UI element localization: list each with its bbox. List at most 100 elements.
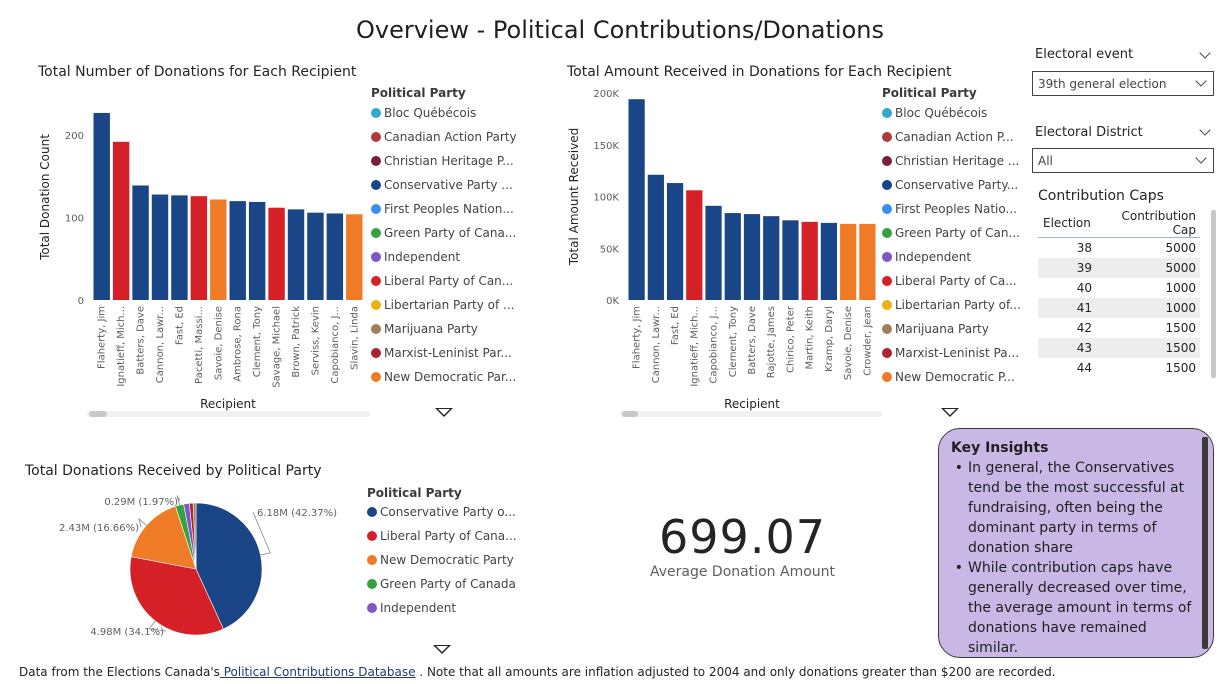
- bar[interactable]: [820, 222, 838, 300]
- database-link[interactable]: Political Contributions Database: [219, 665, 416, 679]
- legend-label: Independent: [384, 250, 461, 264]
- caps-table-scrollbar[interactable]: [1211, 210, 1216, 378]
- count-chart-scrollbar[interactable]: [87, 411, 370, 417]
- pie-slice[interactable]: [195, 502, 263, 630]
- legend-label: Independent: [895, 250, 972, 264]
- pie-legend-more-icon[interactable]: [433, 645, 451, 654]
- legend-item[interactable]: Green Party of Cana...: [371, 221, 521, 245]
- bar[interactable]: [782, 220, 799, 300]
- y-tick-label: 150K: [593, 141, 619, 152]
- bar[interactable]: [743, 214, 761, 300]
- legend-label: Canadian Action Party: [384, 130, 517, 144]
- key-insights-card: Key Insights • In general, the Conservat…: [938, 428, 1214, 658]
- legend-item[interactable]: Canadian Action P...: [882, 125, 1022, 149]
- bar[interactable]: [112, 141, 130, 300]
- electoral-event-dropdown[interactable]: 39th general election: [1032, 71, 1214, 96]
- kpi-label: Average Donation Amount: [649, 564, 836, 580]
- legend-item[interactable]: Canadian Action Party: [371, 125, 521, 149]
- chevron-down-icon: [1195, 75, 1207, 87]
- x-axis-title: Recipient: [200, 397, 256, 411]
- legend-item[interactable]: First Peoples Natio...: [882, 197, 1022, 221]
- legend-item[interactable]: Conservative Party ...: [371, 173, 521, 197]
- amount-legend-more-icon[interactable]: [941, 408, 959, 417]
- amount-chart-scrollbar[interactable]: [620, 411, 882, 417]
- caps-header-cap: Contribution Cap: [1098, 209, 1200, 238]
- bar[interactable]: [229, 201, 246, 300]
- table-row: 43 1500: [1038, 337, 1200, 358]
- y-tick-label: 100: [65, 214, 84, 225]
- bar[interactable]: [346, 214, 363, 300]
- election-cell: 43: [1038, 337, 1098, 358]
- legend-item[interactable]: First Peoples Nation...: [371, 197, 521, 221]
- bar[interactable]: [647, 174, 664, 300]
- electoral-district-dropdown[interactable]: All: [1032, 148, 1214, 173]
- legend-item[interactable]: Marxist-Leninist Par...: [371, 341, 521, 365]
- pie-data-label: 0.29M (1.97%): [104, 497, 178, 508]
- bar[interactable]: [840, 223, 857, 300]
- legend-item[interactable]: New Democratic Party: [367, 548, 527, 572]
- bar[interactable]: [801, 221, 818, 300]
- x-tick-label: Kramp, Daryl: [824, 306, 835, 372]
- legend-item[interactable]: New Democratic Par...: [371, 365, 521, 389]
- count-chart-title: Total Number of Donations for Each Recip…: [38, 64, 357, 80]
- pie-slice[interactable]: [192, 502, 197, 570]
- legend-dot-icon: [882, 180, 892, 190]
- bar[interactable]: [307, 212, 324, 300]
- table-row: 44 1500: [1038, 358, 1200, 378]
- election-cell: 39: [1038, 257, 1098, 278]
- insight-item: • In general, the Conservatives tend be …: [951, 458, 1201, 558]
- legend-item[interactable]: Independent: [367, 596, 527, 620]
- legend-item[interactable]: Independent: [371, 245, 521, 269]
- legend-item[interactable]: Conservative Party...: [882, 173, 1022, 197]
- bar[interactable]: [151, 194, 169, 300]
- pie-slice[interactable]: [130, 505, 197, 570]
- footer-suffix: . Note that all amounts are inflation ad…: [415, 665, 1056, 679]
- bar[interactable]: [171, 195, 188, 300]
- bar[interactable]: [268, 207, 285, 300]
- legend-item[interactable]: Liberal Party of Can...: [371, 269, 521, 293]
- bar[interactable]: [724, 213, 741, 300]
- legend-item[interactable]: Christian Heritage P...: [371, 149, 521, 173]
- count-chart-scroll-thumb[interactable]: [89, 411, 107, 417]
- legend-item[interactable]: Conservative Party o...: [367, 500, 527, 524]
- legend-item[interactable]: Marijuana Party: [882, 317, 1022, 341]
- insight-text: While contribution caps have generally d…: [968, 560, 1192, 656]
- election-cell: 41: [1038, 297, 1098, 318]
- legend-item[interactable]: Bloc Québécois: [371, 101, 521, 125]
- electoral-event-collapse-icon[interactable]: [1199, 47, 1211, 59]
- bar[interactable]: [686, 190, 703, 300]
- bar[interactable]: [287, 209, 305, 300]
- legend-dot-icon: [882, 228, 892, 238]
- legend-item[interactable]: Libertarian Party of ...: [371, 293, 521, 317]
- bar[interactable]: [132, 185, 149, 300]
- legend-label: Bloc Québécois: [895, 106, 988, 120]
- bar[interactable]: [705, 205, 722, 300]
- legend-item[interactable]: Libertarian Party of...: [882, 293, 1022, 317]
- legend-item[interactable]: Green Party of Canada: [367, 572, 527, 596]
- count-legend-more-icon[interactable]: [435, 408, 453, 417]
- legend-label: Marxist-Leninist Pa...: [895, 346, 1020, 360]
- legend-item[interactable]: New Democratic P...: [882, 365, 1022, 389]
- legend-dot-icon: [371, 156, 381, 166]
- electoral-district-collapse-icon[interactable]: [1199, 124, 1211, 136]
- bar[interactable]: [666, 183, 684, 300]
- legend-item[interactable]: Liberal Party of Ca...: [882, 269, 1022, 293]
- amount-legend-title: Political Party: [882, 86, 977, 100]
- legend-item[interactable]: Liberal Party of Cana...: [367, 524, 527, 548]
- bar[interactable]: [93, 112, 110, 300]
- bar[interactable]: [190, 196, 208, 300]
- bar[interactable]: [763, 216, 780, 300]
- bar[interactable]: [628, 99, 645, 301]
- bar[interactable]: [326, 213, 344, 300]
- legend-item[interactable]: Green Party of Can...: [882, 221, 1022, 245]
- bar[interactable]: [210, 199, 227, 300]
- amount-chart-scroll-thumb[interactable]: [622, 411, 638, 417]
- legend-item[interactable]: Bloc Québécois: [882, 101, 1022, 125]
- bar[interactable]: [859, 223, 876, 300]
- legend-item[interactable]: Independent: [882, 245, 1022, 269]
- legend-item[interactable]: Marxist-Leninist Pa...: [882, 341, 1022, 365]
- insights-scrollbar[interactable]: [1202, 437, 1208, 649]
- legend-item[interactable]: Marijuana Party: [371, 317, 521, 341]
- bar[interactable]: [248, 201, 266, 300]
- legend-item[interactable]: Christian Heritage ...: [882, 149, 1022, 173]
